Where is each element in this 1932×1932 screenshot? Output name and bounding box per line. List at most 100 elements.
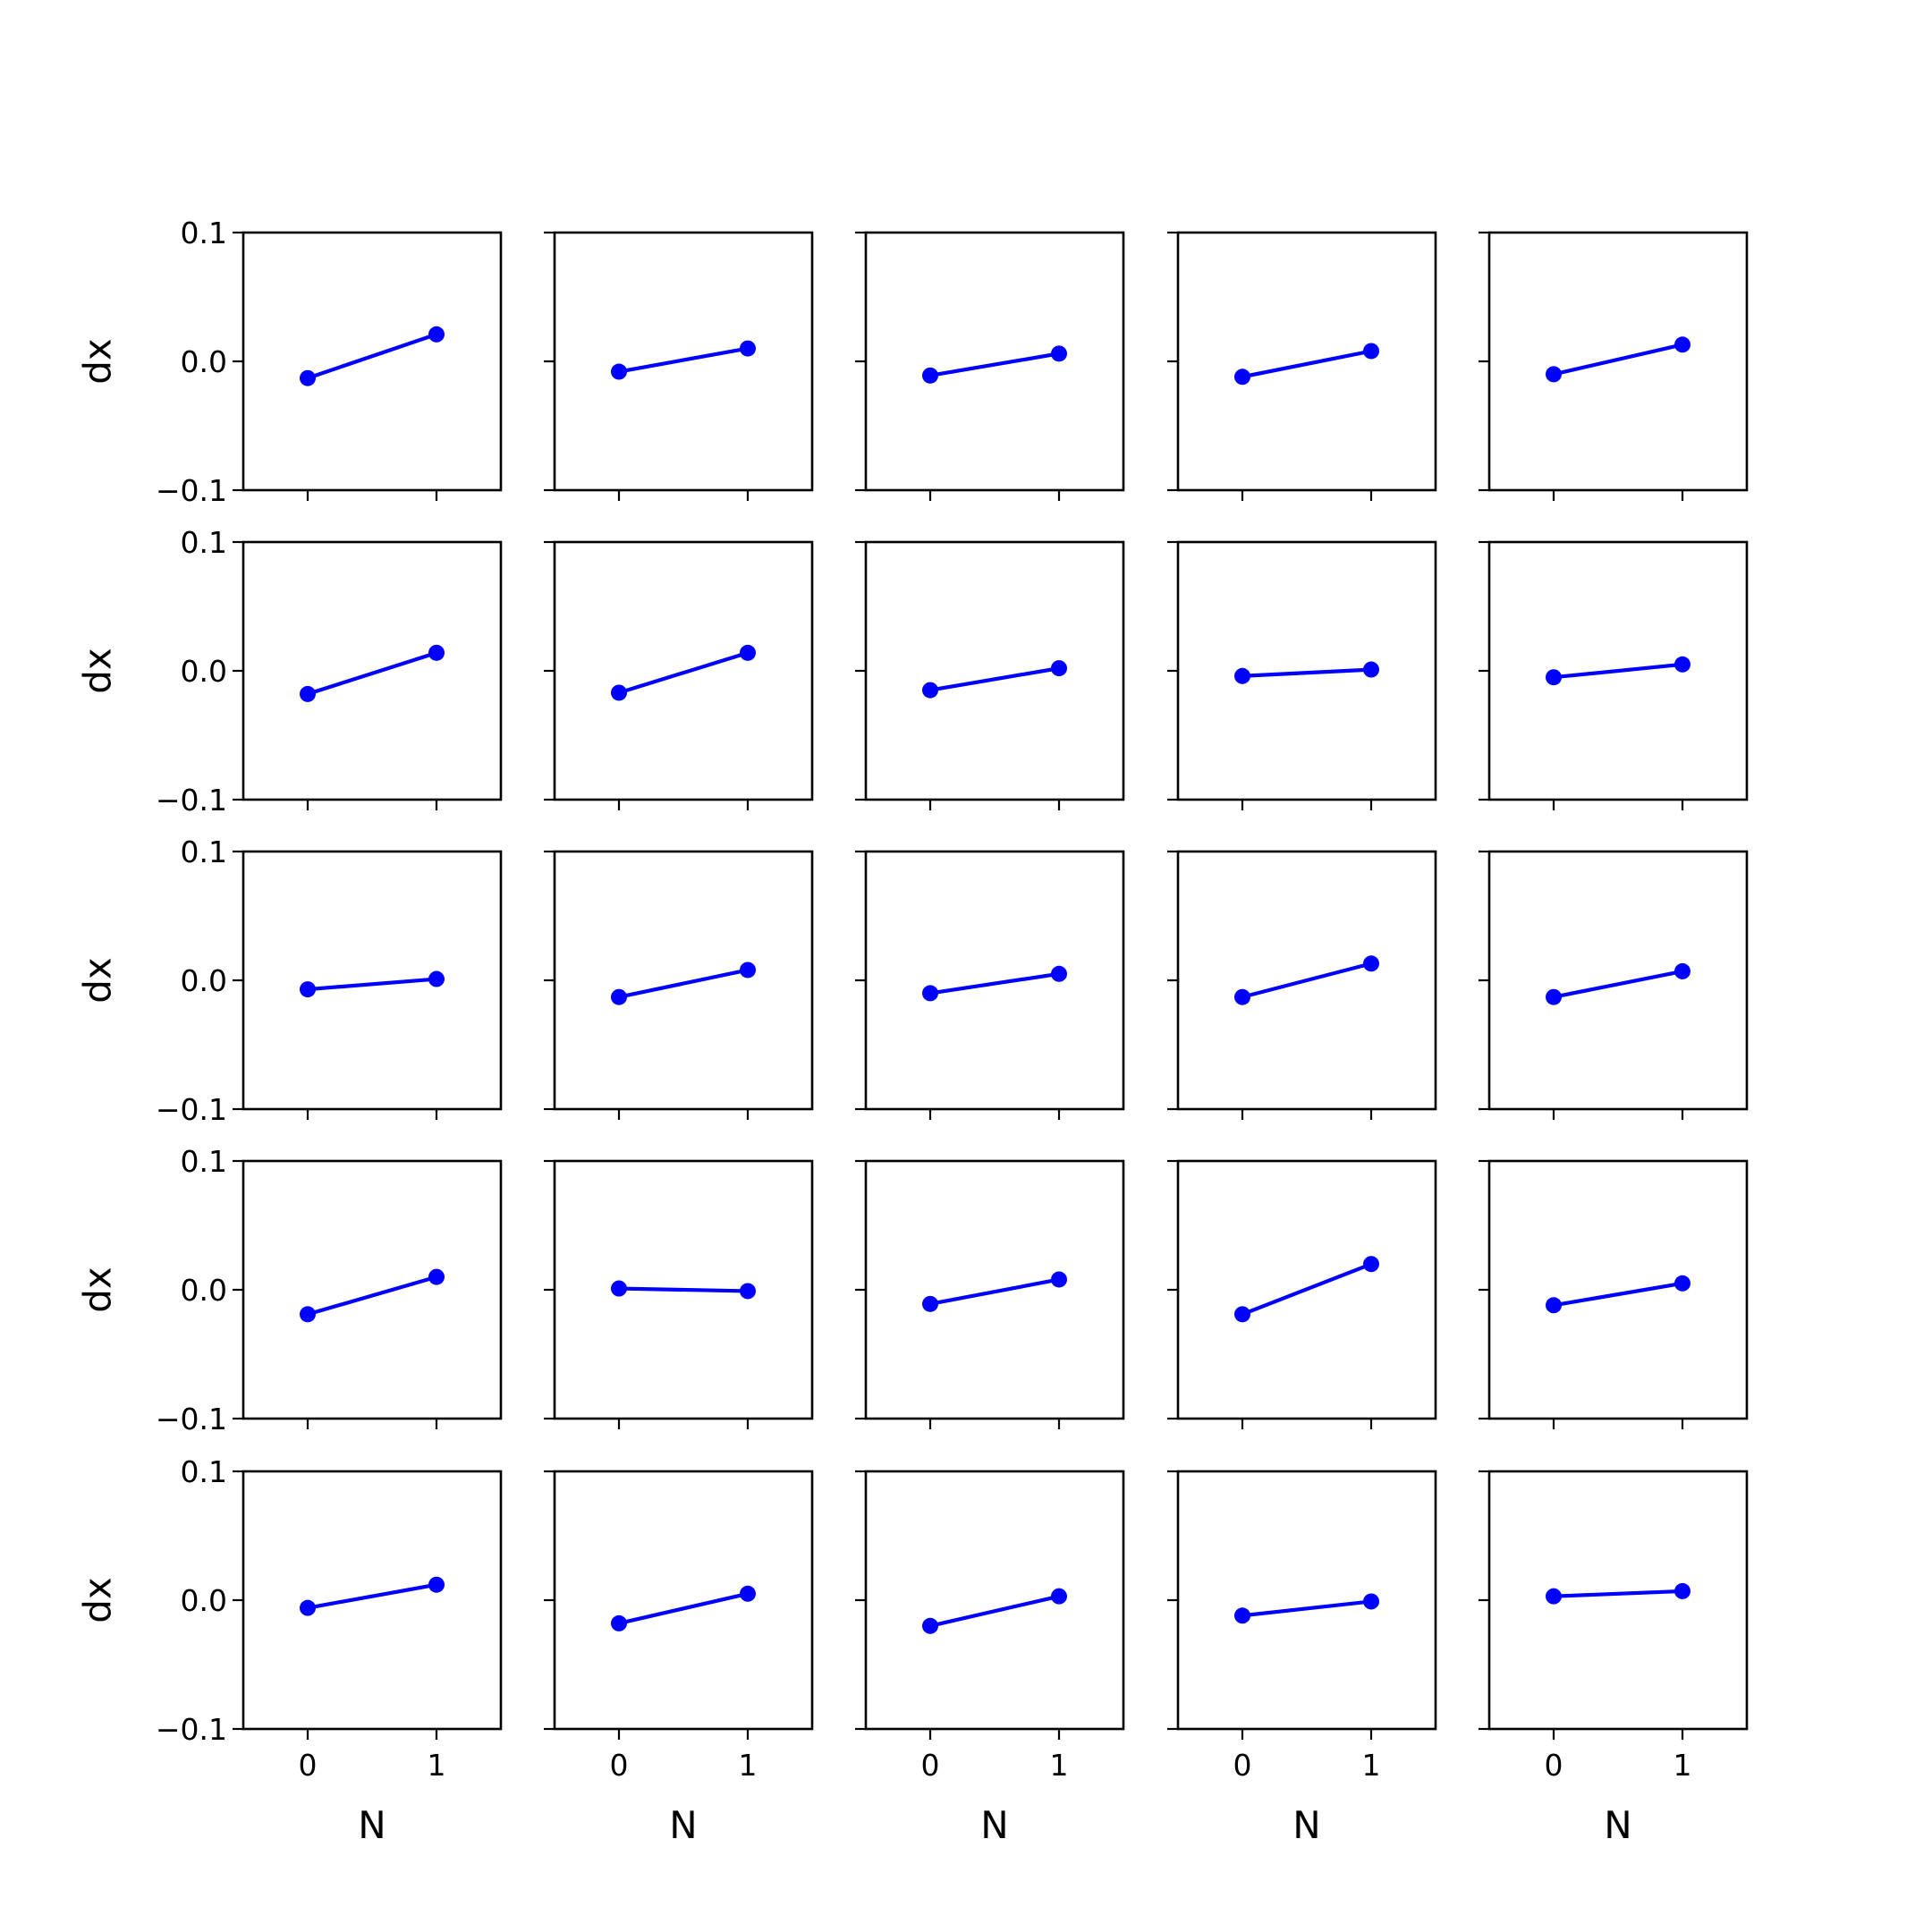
data-point <box>1363 1593 1379 1610</box>
series-line <box>305 977 439 992</box>
series-line <box>928 352 1062 377</box>
y-tick-label: −0.1 <box>156 783 227 818</box>
series-line <box>1240 667 1374 678</box>
y-tick-label: 0.1 <box>181 1454 227 1489</box>
series-line <box>1551 1589 1685 1598</box>
data-point <box>1234 988 1250 1005</box>
data-point <box>300 1306 316 1323</box>
x-tick-label: 1 <box>739 1748 758 1783</box>
x-axis-label: N <box>1604 1803 1631 1847</box>
y-axis-label: dx <box>76 957 120 1004</box>
y-tick-label: 0.0 <box>181 344 227 379</box>
data-point <box>1363 343 1379 360</box>
x-tick-label: 1 <box>1674 1748 1692 1783</box>
data-point <box>428 644 445 661</box>
y-tick-label: −0.1 <box>156 1402 227 1436</box>
y-tick-label: 0.0 <box>181 1583 227 1618</box>
panel-frame <box>242 231 503 492</box>
series-line <box>1240 1599 1374 1618</box>
data-point <box>1546 669 1562 686</box>
data-point <box>428 326 445 343</box>
data-point <box>1546 366 1562 383</box>
data-point <box>1363 661 1379 678</box>
series-line <box>928 666 1062 692</box>
data-point <box>1234 667 1250 684</box>
panel-frame <box>242 1159 503 1420</box>
data-point <box>611 988 627 1005</box>
panel-frame <box>864 231 1125 492</box>
data-point <box>611 1280 627 1297</box>
data-point <box>1051 660 1067 677</box>
y-axis-label: dx <box>76 1577 120 1623</box>
data-point <box>1674 336 1690 353</box>
series-line <box>305 1275 439 1317</box>
y-tick-label: −0.1 <box>156 1712 227 1747</box>
x-axis-label: N <box>1292 1803 1320 1847</box>
y-tick-label: 0.0 <box>181 654 227 689</box>
series-line <box>616 346 750 374</box>
data-point <box>300 685 316 702</box>
series-line <box>928 971 1062 996</box>
panel-frame <box>1487 850 1749 1111</box>
data-point <box>300 1599 316 1616</box>
x-axis-label: N <box>358 1803 386 1847</box>
data-point <box>922 985 938 1002</box>
y-tick-label: −0.1 <box>156 473 227 508</box>
data-point <box>611 684 627 701</box>
data-point <box>1051 965 1067 982</box>
x-tick-label: 1 <box>428 1748 446 1783</box>
data-point <box>1546 1588 1562 1605</box>
x-tick-label: 0 <box>1545 1748 1563 1783</box>
x-tick-label: 0 <box>610 1748 629 1783</box>
series-line <box>1551 662 1685 680</box>
series-line <box>928 1277 1062 1306</box>
data-point <box>1234 369 1250 386</box>
data-point <box>1363 1256 1379 1273</box>
data-point <box>611 1614 627 1631</box>
x-tick-label: 0 <box>299 1748 318 1783</box>
series-line <box>1551 1281 1685 1308</box>
y-tick-label: 0.0 <box>181 963 227 998</box>
panel-frame <box>242 850 503 1111</box>
x-tick-label: 1 <box>1050 1748 1069 1783</box>
data-point <box>740 1283 756 1300</box>
panel-frame <box>553 1470 814 1731</box>
y-tick-label: 0.0 <box>181 1273 227 1308</box>
panel-frame <box>242 540 503 801</box>
series-line <box>616 968 750 999</box>
series-line <box>1240 962 1374 999</box>
series-line <box>928 1594 1062 1628</box>
y-axis-label: dx <box>76 648 120 694</box>
series-line <box>616 650 750 695</box>
y-tick-label: 0.1 <box>181 1144 227 1179</box>
data-point <box>740 340 756 357</box>
panel-frame <box>1487 1470 1749 1731</box>
data-point <box>1051 1271 1067 1288</box>
panel-frame <box>864 1470 1125 1731</box>
panel-frame <box>1176 540 1437 801</box>
series-line <box>305 332 439 380</box>
data-point <box>1674 1582 1690 1599</box>
data-point <box>1363 955 1379 972</box>
y-tick-label: 0.1 <box>181 525 227 560</box>
panel-frame <box>1176 1470 1437 1731</box>
data-point <box>1674 656 1690 673</box>
data-point <box>428 970 445 987</box>
data-point <box>1051 345 1067 362</box>
panel-frame <box>242 1470 503 1731</box>
series-line <box>305 650 439 697</box>
series-line <box>305 1582 439 1610</box>
series-line <box>1551 969 1685 999</box>
data-point <box>611 363 627 380</box>
series-line <box>616 1286 750 1293</box>
data-point <box>300 369 316 386</box>
panel-frame <box>1487 1159 1749 1420</box>
data-point <box>1051 1588 1067 1605</box>
y-tick-label: 0.1 <box>181 835 227 869</box>
y-axis-label: dx <box>76 338 120 385</box>
x-tick-label: 1 <box>1362 1748 1381 1783</box>
data-point <box>922 682 938 699</box>
x-axis-label: N <box>669 1803 697 1847</box>
data-point <box>1674 962 1690 979</box>
